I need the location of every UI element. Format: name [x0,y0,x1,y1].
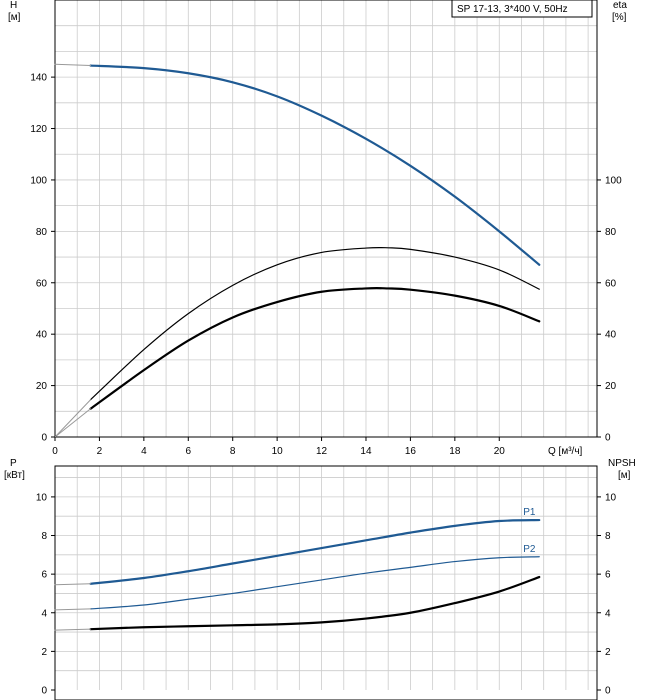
series-line-h [89,64,541,266]
series-line-eta-ext2 [54,408,92,438]
series-line-h-ext [54,63,92,67]
lower-right-tick-label: 10 [605,492,617,503]
series-line-p1-ext [54,583,92,586]
lower-right-tick-label: 4 [605,608,611,619]
upper-plot-frame [54,0,598,438]
x-tick-label: 20 [494,446,506,457]
x-tick-label: 4 [141,446,147,457]
upper-right-axis-title-line1: eta [613,0,627,11]
series-line-eta-ext1 [54,399,92,438]
x-tick-label: 10 [272,446,284,457]
upper-left-tick-label: 20 [36,381,48,392]
legend-text: SP 17-13, 3*400 V, 50Hz [457,4,568,15]
x-tick-label: 16 [405,446,417,457]
upper-chart-panel: 0 20 40 60 80 100 120 140 0 20 40 60 80 100 0 2 4 6 8 10 12 1… [8,0,627,457]
lower-left-axis-title-line1: P [10,458,17,469]
upper-left-axis-title-line2: [м] [8,12,21,23]
upper-left-tick-label: 60 [36,278,48,289]
upper-right-tick-label: 20 [605,381,617,392]
upper-left-tick-label: 80 [36,227,48,238]
x-tick-label: 0 [52,446,58,457]
x-tick-label: 18 [449,446,461,457]
series-label-p2: P2 [523,544,536,555]
series-line-p2-ext [54,608,92,611]
lower-right-tick-label: 2 [605,647,611,658]
x-tick-label: 6 [185,446,191,457]
series-line-npsh-ext [54,628,92,631]
upper-series-group [54,63,541,438]
lower-right-tick-label: 0 [605,686,611,697]
series-line-p2 [89,556,540,610]
upper-right-tick-label: 0 [605,433,611,444]
upper-right-tick-label: 100 [605,175,622,186]
series-line-p1 [89,518,541,585]
lower-grid [55,466,597,690]
lower-right-tick-label: 8 [605,531,611,542]
upper-right-tick-label: 60 [605,278,617,289]
lower-left-tick-label: 4 [41,608,47,619]
lower-left-axis-title-line2: [кВт] [4,470,25,481]
lower-left-tick-label: 0 [41,686,47,697]
upper-left-tick-label: 100 [30,175,47,186]
series-line-npsh [89,575,541,631]
lower-series-group: P1 P2 [54,507,541,631]
series-label-p1: P1 [523,507,536,518]
lower-left-tick-label: 10 [36,492,48,503]
lower-plot-frame [54,465,598,700]
lower-left-tick-label: 8 [41,531,47,542]
upper-left-axis-title-line1: H [10,0,17,11]
lower-left-tick-label: 2 [41,647,47,658]
x-tick-label: 12 [316,446,328,457]
lower-right-axis-title-line2: [м] [618,470,631,481]
legend-box [451,0,593,18]
series-line-eta-pump [89,287,541,410]
lower-chart-panel: P1 P2 0 2 4 6 8 10 0 2 4 6 8 10 P [кВт] NPSH [м] [4,458,636,700]
lower-right-axis-title-line1: NPSH [608,458,636,469]
upper-left-tick-label: 40 [36,330,48,341]
x-axis-title: Q [м³/ч] [548,446,583,457]
x-tick-label: 8 [230,446,236,457]
x-tick-label: 2 [97,446,103,457]
x-tick-label: 14 [360,446,372,457]
upper-tick-labels: 0 20 40 60 80 100 120 140 0 20 40 60 80 100 0 2 4 6 8 10 12 1… [30,73,622,457]
lower-tick-labels: 0 2 4 6 8 10 0 2 4 6 8 10 [36,492,617,696]
upper-left-tick-label: 120 [30,124,47,135]
lower-right-tick-label: 6 [605,570,611,581]
upper-right-tick-label: 80 [605,227,617,238]
series-line-eta-total [89,246,540,401]
lower-left-tick-label: 6 [41,570,47,581]
upper-right-tick-label: 40 [605,330,617,341]
upper-left-tick-label: 0 [41,433,47,444]
upper-right-axis-title-line2: [%] [612,12,627,23]
upper-grid [55,0,597,437]
upper-left-tick-label: 140 [30,73,47,84]
